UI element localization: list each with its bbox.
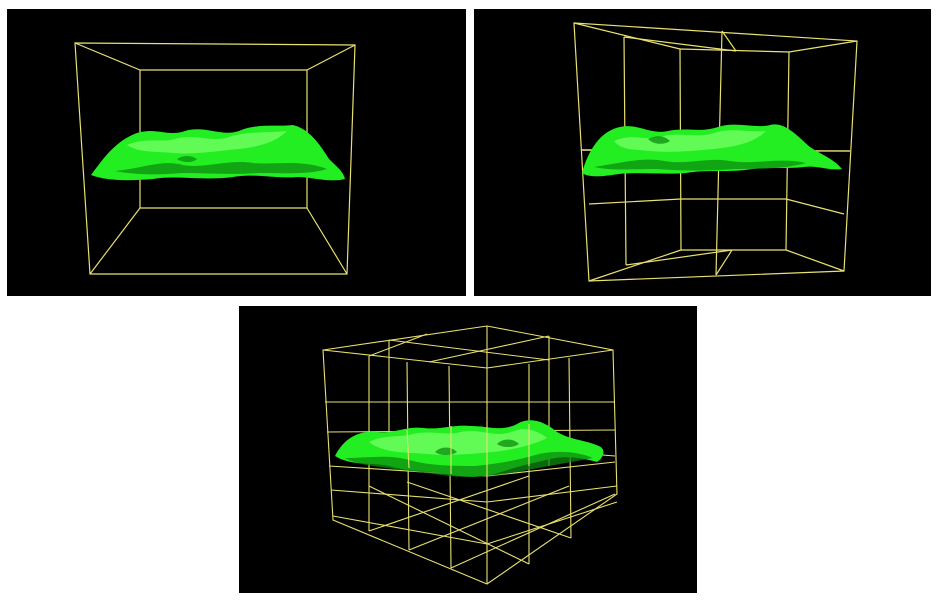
render-viewport <box>74 42 356 275</box>
foreground-wireframe <box>406 422 530 476</box>
render-viewport <box>322 325 618 585</box>
green-surface <box>335 420 604 477</box>
green-surface <box>91 125 345 181</box>
render-panel-octree-level-2 <box>239 306 697 593</box>
green-surface <box>582 124 842 177</box>
render-panel-single-box <box>7 9 466 296</box>
render-viewport <box>573 22 858 282</box>
render-panel-octree-level-1 <box>474 9 931 296</box>
